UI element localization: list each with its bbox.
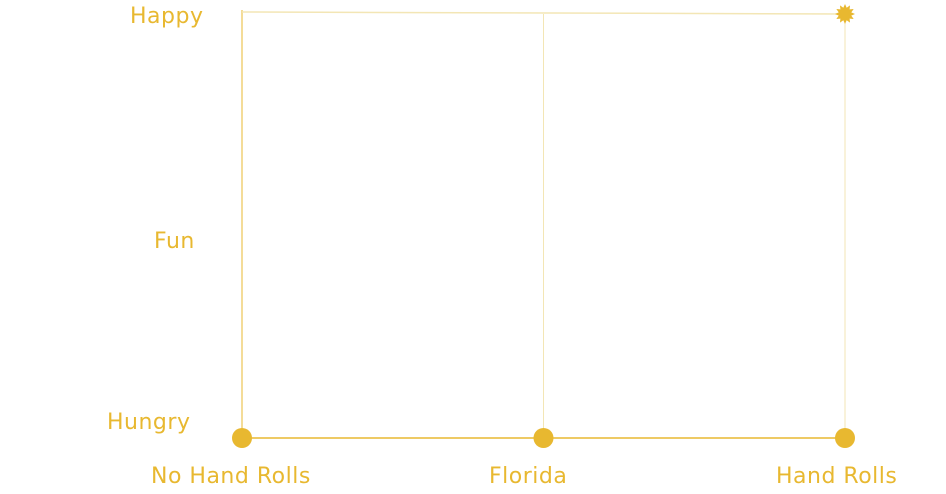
starburst-icon — [835, 4, 855, 24]
x-tick-label-florida: Florida — [489, 464, 568, 489]
x-tick-label-hand-rolls: Hand Rolls — [776, 464, 898, 489]
data-point — [533, 428, 554, 448]
y-tick-label-fun: Fun — [154, 229, 195, 254]
data-point — [835, 428, 855, 448]
data-point — [232, 428, 252, 448]
y-tick-label-happy: Happy — [130, 4, 204, 29]
top-reference-line — [241, 11, 846, 15]
y-tick-label-hungry: Hungry — [107, 410, 191, 435]
x-tick-label-no-hand-rolls: No Hand Rolls — [151, 464, 311, 489]
